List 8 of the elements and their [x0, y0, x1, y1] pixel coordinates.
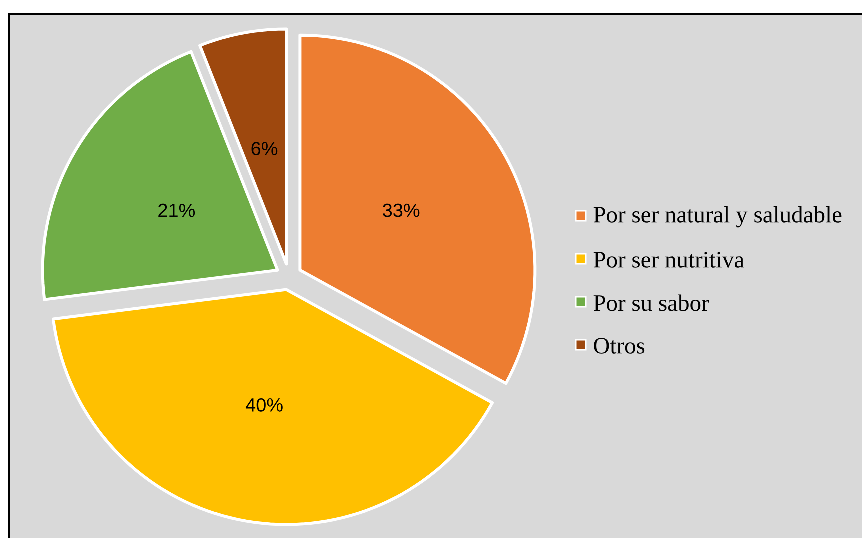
data-label: 40%	[246, 398, 283, 412]
data-label: 6%	[252, 142, 278, 156]
data-label: 21%	[158, 204, 196, 218]
legend-label: Por ser natural y saludable	[594, 206, 842, 228]
data-label: 33%	[383, 204, 420, 218]
legend-label: Por ser nutritiva	[594, 252, 744, 268]
legend-label: Otros	[594, 338, 645, 354]
legend-label: Por su sabor	[594, 294, 710, 312]
